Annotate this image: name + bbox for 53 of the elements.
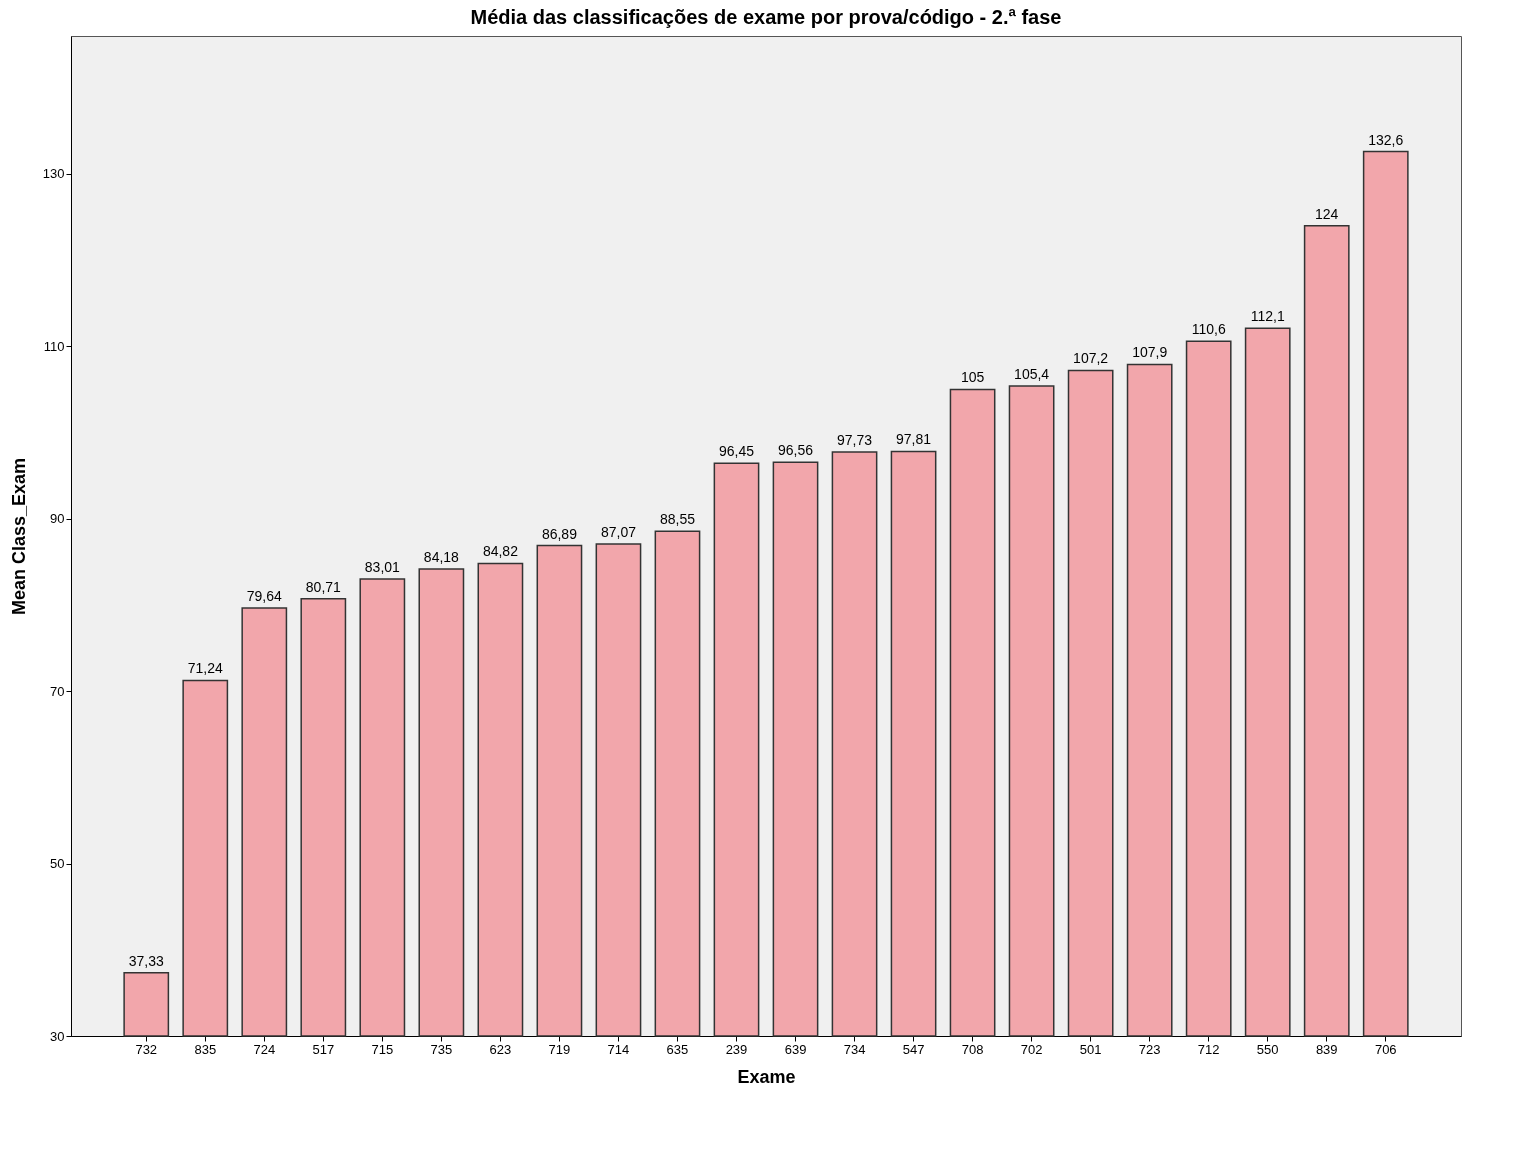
y-axis-title: Mean Class_Exam xyxy=(8,457,29,616)
data-label: 112,1 xyxy=(1250,308,1285,325)
y-tick-label: 110 xyxy=(43,338,65,354)
data-label: 107,2 xyxy=(1073,350,1109,367)
x-tick-label: 708 xyxy=(961,1041,984,1057)
x-tick-label: 719 xyxy=(548,1041,571,1057)
x-tick-label: 623 xyxy=(489,1041,512,1057)
x-tick-label: 635 xyxy=(666,1041,689,1057)
data-label: 88,55 xyxy=(659,511,696,528)
data-label: 79,64 xyxy=(246,588,283,605)
y-tick-label: 130 xyxy=(42,166,65,182)
x-tick-label: 706 xyxy=(1374,1041,1397,1057)
data-label: 107,9 xyxy=(1132,344,1168,361)
x-tick-label: 734 xyxy=(843,1041,866,1057)
x-tick-label: 715 xyxy=(371,1041,394,1057)
data-label: 84,18 xyxy=(423,548,460,565)
data-label: 37,33 xyxy=(128,952,164,969)
x-tick-label: 547 xyxy=(902,1041,925,1057)
x-tick-label: 724 xyxy=(253,1041,276,1057)
x-tick-label: 839 xyxy=(1315,1041,1338,1057)
data-label: 132,6 xyxy=(1368,131,1404,148)
x-tick-label: 712 xyxy=(1197,1041,1220,1057)
x-tick-label: 732 xyxy=(135,1041,158,1057)
x-tick-label: 517 xyxy=(312,1041,335,1057)
data-label: 105 xyxy=(960,369,985,386)
x-tick-label: 723 xyxy=(1138,1041,1161,1057)
data-label: 86,89 xyxy=(541,525,578,542)
data-label: 124 xyxy=(1315,205,1339,222)
data-label: 105,4 xyxy=(1014,366,1050,382)
x-tick-label: 639 xyxy=(784,1041,807,1057)
x-tick-label: 835 xyxy=(194,1041,217,1057)
data-label: 96,45 xyxy=(718,443,755,460)
x-tick-label: 702 xyxy=(1020,1041,1043,1057)
x-tick-label: 239 xyxy=(725,1041,748,1057)
x-tick-label: 714 xyxy=(607,1041,630,1057)
data-label: 96,56 xyxy=(777,442,814,459)
x-tick-label: 735 xyxy=(430,1041,453,1057)
x-tick-label: 550 xyxy=(1256,1041,1279,1057)
data-label: 84,82 xyxy=(482,543,519,560)
y-tick-label: 90 xyxy=(50,511,65,527)
chart-title: Média das classificações de exame por prova/código - 2.ª fase xyxy=(470,6,1062,28)
y-tick-label: 30 xyxy=(50,1028,65,1044)
y-tick-label: 50 xyxy=(50,856,65,872)
data-label: 83,01 xyxy=(364,559,401,576)
x-axis-title: Exame xyxy=(737,1066,796,1087)
y-tick-label: 70 xyxy=(50,683,65,699)
data-label: 97,81 xyxy=(896,431,932,448)
x-tick-label: 501 xyxy=(1079,1041,1102,1057)
data-label: 110,6 xyxy=(1191,321,1226,338)
data-label: 87,07 xyxy=(600,524,637,541)
data-label: 80,71 xyxy=(305,578,342,595)
data-label: 71,24 xyxy=(187,660,223,677)
data-label: 97,73 xyxy=(837,432,873,449)
